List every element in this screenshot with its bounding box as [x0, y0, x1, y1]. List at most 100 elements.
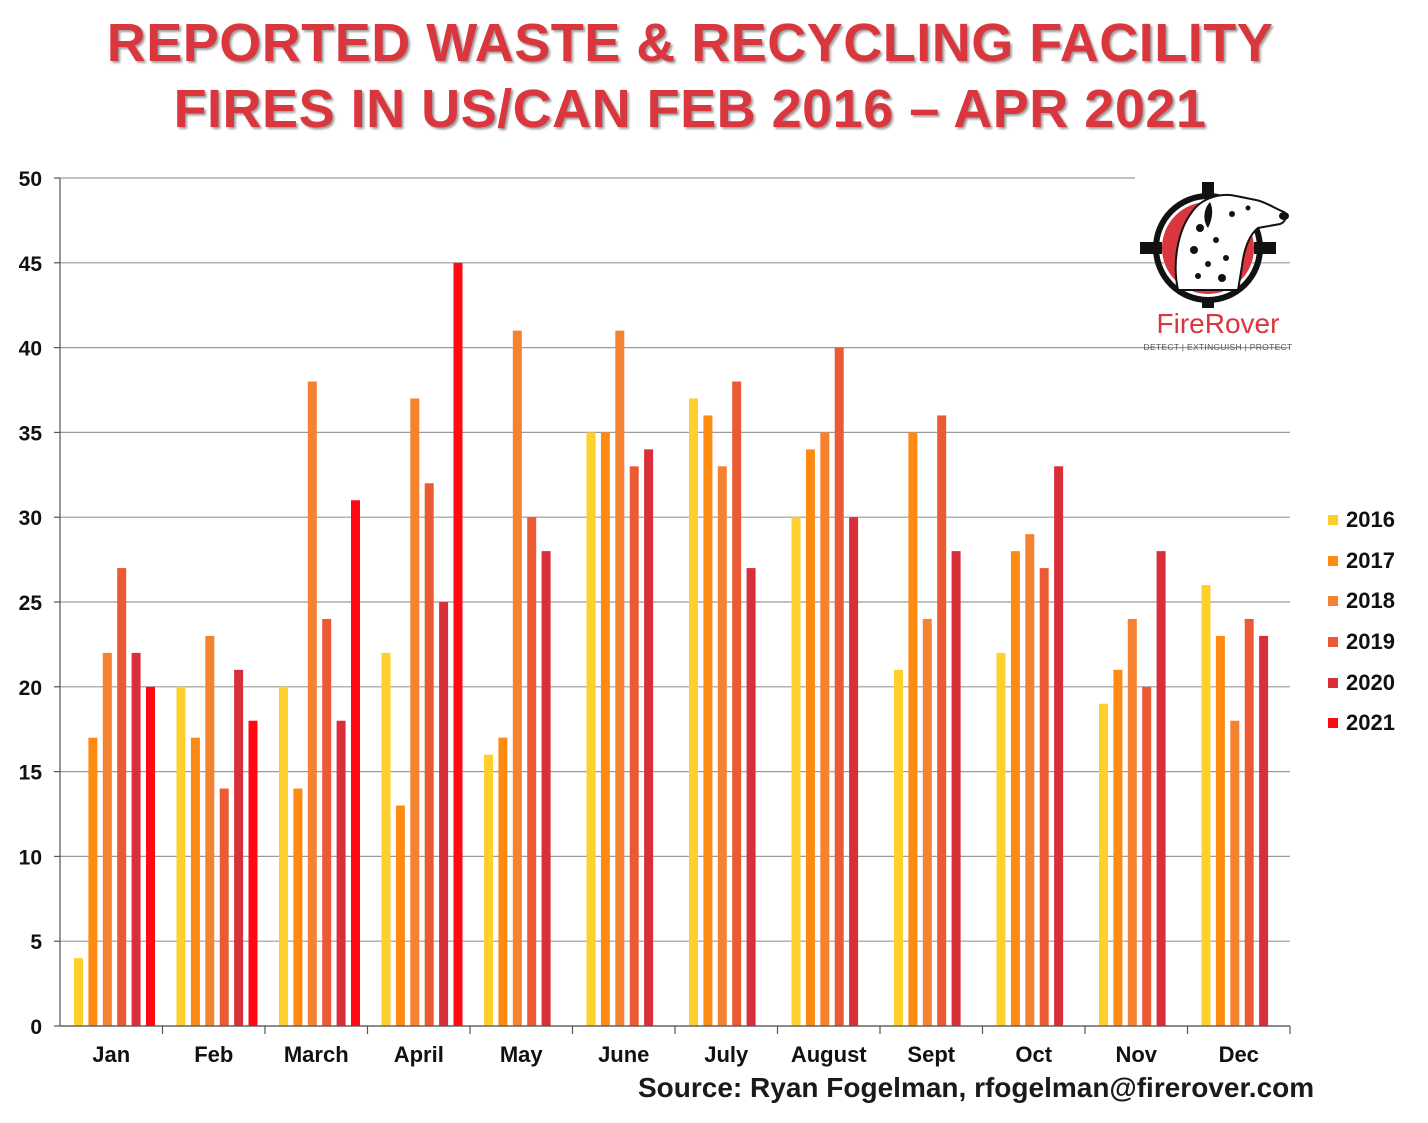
x-tick-label: August: [791, 1042, 867, 1067]
x-tick-label: Sept: [907, 1042, 955, 1067]
x-tick-label: May: [500, 1042, 544, 1067]
source-credit: Source: Ryan Fogelman, rfogelman@firerov…: [638, 1072, 1315, 1103]
bar-2020-august: [849, 517, 859, 1026]
y-tick-label: 40: [19, 338, 42, 361]
y-tick-label: 20: [19, 677, 42, 700]
bar-2019-feb: [219, 788, 229, 1026]
bar-2018-july: [717, 466, 727, 1026]
legend-label: 2016: [1346, 507, 1395, 533]
logo-tagline: DETECT | EXTINGUISH | PROTECT: [1143, 342, 1293, 352]
y-tick-label: 0: [30, 1016, 42, 1039]
firerover-logo: FireRover DETECT | EXTINGUISH | PROTECT: [1138, 178, 1298, 358]
bar-2020-june: [644, 449, 654, 1026]
bar-2018-june: [615, 330, 625, 1026]
legend-item-2021: 2021: [1328, 703, 1395, 744]
bar-2019-dec: [1244, 618, 1254, 1026]
legend-item-2018: 2018: [1328, 581, 1395, 622]
bar-2016-july: [689, 398, 698, 1027]
bar-2019-jan: [117, 568, 127, 1026]
bar-2021-april: [453, 262, 463, 1026]
bar-2020-may: [541, 551, 551, 1026]
chart-title-line-1: REPORTED WASTE & RECYCLING FACILITY: [106, 13, 1274, 73]
bar-2020-oct: [1054, 466, 1064, 1026]
x-tick-label: June: [598, 1042, 649, 1067]
bar-2019-july: [732, 381, 742, 1026]
legend-label: 2017: [1346, 547, 1395, 573]
y-tick-label: 10: [19, 846, 42, 869]
legend-swatch: [1328, 515, 1338, 526]
bar-2017-march: [293, 788, 303, 1026]
legend-label: 2018: [1346, 588, 1395, 614]
legend-label: 2020: [1346, 669, 1395, 695]
bar-2019-may: [527, 517, 537, 1026]
bar-2020-march: [336, 720, 346, 1026]
bar-2016-june: [586, 432, 596, 1026]
bar-2017-oct: [1010, 551, 1020, 1026]
legend-swatch: [1328, 596, 1338, 607]
bar-2020-nov: [1156, 551, 1166, 1026]
bar-2020-april: [439, 602, 449, 1026]
bar-2017-june: [600, 432, 610, 1026]
y-tick-label: 25: [19, 592, 43, 615]
bar-2018-april: [410, 398, 420, 1027]
bar-2017-july: [703, 415, 713, 1026]
x-tick-label: July: [704, 1042, 749, 1067]
bar-2020-jan: [131, 652, 141, 1026]
bar-2019-june: [629, 466, 639, 1026]
legend-swatch: [1328, 637, 1338, 648]
legend-label: 2021: [1346, 710, 1395, 736]
legend-label: 2019: [1346, 629, 1395, 655]
legend-swatch: [1328, 718, 1338, 729]
bar-2021-feb: [248, 720, 258, 1026]
bar-2017-sept: [908, 432, 918, 1026]
gridlines: [60, 177, 1290, 1027]
legend-item-2020: 2020: [1328, 662, 1395, 703]
legend-swatch: [1328, 555, 1338, 566]
bar-2016-march: [279, 686, 288, 1026]
bar-2019-sept: [937, 415, 947, 1026]
bar-2016-dec: [1201, 585, 1211, 1026]
bar-2016-april: [381, 652, 391, 1026]
y-tick-label: 45: [19, 253, 43, 276]
bar-2020-dec: [1259, 635, 1269, 1026]
bar-2018-feb: [205, 635, 215, 1026]
bar-2018-may: [512, 330, 522, 1026]
bar-2017-dec: [1215, 635, 1225, 1026]
y-tick-label: 35: [19, 422, 43, 445]
bar-2016-sept: [894, 669, 903, 1026]
bar-2018-nov: [1127, 618, 1137, 1026]
x-tick-label: March: [284, 1042, 349, 1067]
bar-2019-oct: [1039, 568, 1049, 1026]
bar-2016-nov: [1099, 703, 1108, 1026]
bar-2020-sept: [951, 551, 961, 1026]
bar-2019-march: [322, 618, 332, 1026]
y-tick-label: 30: [19, 507, 42, 530]
x-tick-label: Jan: [92, 1042, 130, 1067]
bar-2019-august: [834, 347, 844, 1027]
y-tick-label: 15: [19, 762, 43, 785]
legend-item-2016: 2016: [1328, 500, 1395, 541]
dalmatian-crosshair-icon: [1140, 182, 1289, 308]
bar-2016-may: [484, 754, 493, 1026]
legend-item-2019: 2019: [1328, 622, 1395, 663]
bar-2018-dec: [1230, 720, 1240, 1026]
bar-2018-august: [820, 432, 830, 1026]
bar-2021-march: [351, 500, 360, 1026]
chart-title-line-2: FIRES IN US/CAN FEB 2016 – APR 2021: [173, 79, 1207, 139]
bar-2017-april: [395, 805, 405, 1026]
bar-2016-august: [791, 517, 801, 1026]
bar-2021-jan: [146, 686, 155, 1026]
bar-2016-jan: [74, 958, 83, 1026]
bar-2018-march: [307, 381, 317, 1026]
legend: 2016 2017 2018 2019 2020 2021: [1328, 500, 1395, 744]
x-tick-label: Dec: [1219, 1042, 1259, 1067]
bar-2018-jan: [102, 652, 112, 1026]
x-tick-label: Oct: [1015, 1042, 1052, 1067]
legend-swatch: [1328, 677, 1338, 688]
bar-2016-feb: [176, 686, 186, 1026]
bar-2020-feb: [234, 669, 244, 1026]
bar-2018-sept: [922, 618, 932, 1026]
x-tick-label: Nov: [1115, 1042, 1157, 1067]
bar-2017-august: [805, 449, 815, 1026]
y-tick-label: 50: [19, 168, 42, 191]
